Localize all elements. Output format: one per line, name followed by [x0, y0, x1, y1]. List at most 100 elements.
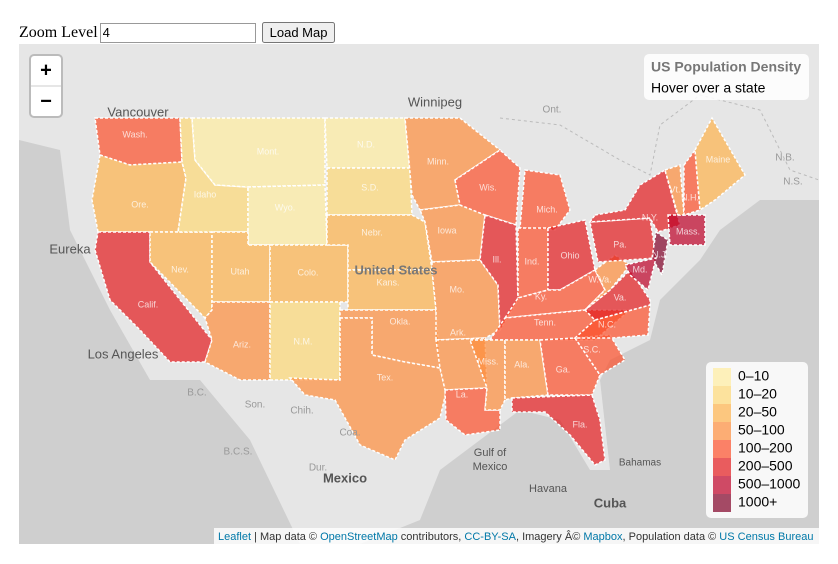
- state[interactable]: [444, 387, 501, 436]
- state[interactable]: [547, 219, 596, 291]
- place-label: Mexico: [473, 461, 508, 473]
- attribution-background: [214, 528, 819, 544]
- state-label: Minn.: [427, 156, 449, 166]
- state-label: Mass.: [676, 226, 700, 236]
- info-box: US Population Density Hover over a state: [644, 54, 809, 100]
- state[interactable]: [667, 214, 706, 246]
- state[interactable]: [247, 184, 328, 246]
- state-label: Ga.: [556, 364, 571, 374]
- legend-label: 50–100: [738, 422, 785, 438]
- state-label: N.H.: [681, 192, 699, 202]
- load-map-button[interactable]: Load Map: [261, 22, 336, 43]
- place-label: Cuba: [594, 495, 627, 510]
- state[interactable]: [454, 149, 521, 227]
- zoom-control: + −: [29, 54, 63, 118]
- place-label: Winnipeg: [408, 94, 462, 109]
- state-label: Mont.: [257, 146, 280, 156]
- state[interactable]: [503, 268, 606, 319]
- state[interactable]: [347, 269, 437, 311]
- state-label: Utah: [230, 266, 249, 276]
- state[interactable]: [651, 230, 669, 278]
- legend-swatch: [713, 368, 731, 386]
- attribution-link[interactable]: Leaflet: [218, 531, 251, 543]
- state-label: W.Va.: [588, 274, 611, 284]
- attribution-link[interactable]: OpenStreetMap: [320, 531, 398, 543]
- state[interactable]: [204, 301, 271, 381]
- state-label: Vt.: [669, 184, 680, 194]
- place-label: Los Angeles: [88, 346, 159, 361]
- attribution-link[interactable]: CC-BY-SA: [464, 531, 516, 543]
- legend-label: 500–1000: [738, 476, 801, 492]
- state[interactable]: [694, 116, 746, 212]
- state-label: N.C.: [598, 319, 616, 329]
- state[interactable]: [539, 337, 601, 396]
- state-label: Pa.: [613, 239, 627, 249]
- info-hint: Hover over a state: [651, 80, 766, 96]
- state[interactable]: [504, 339, 549, 401]
- legend: 0–10 10–20 20–50 50–100 100–200 200–500 500–10…: [706, 362, 808, 518]
- place-label: Vancouver: [107, 104, 169, 119]
- legend-swatch: [713, 458, 731, 476]
- state[interactable]: [404, 117, 502, 211]
- state[interactable]: [623, 257, 658, 292]
- state-label: Ore.: [131, 199, 149, 209]
- attribution-text: , Imagery Â©: [516, 530, 583, 543]
- attribution-link[interactable]: US Census Bureau: [719, 531, 813, 543]
- state-label: Md.: [632, 264, 647, 274]
- place-label: Dur.: [309, 463, 327, 474]
- attribution-text: , Population data ©: [623, 531, 720, 543]
- state-label: Calif.: [138, 299, 159, 309]
- state-label: Tex.: [377, 372, 394, 382]
- legend-label: 1000+: [738, 494, 777, 510]
- zoom-label: Zoom Level: [19, 23, 98, 41]
- attribution-text: contributors,: [398, 531, 465, 543]
- state-label: Ill.: [493, 254, 502, 264]
- state-label: Ariz.: [233, 339, 251, 349]
- state[interactable]: [683, 147, 701, 217]
- state-label: Nebr.: [361, 227, 383, 237]
- place-label: B.C.: [187, 388, 206, 399]
- state-label: Mich.: [536, 204, 558, 214]
- state-label: Miss.: [478, 356, 499, 366]
- state-label: Ohio: [560, 250, 579, 260]
- attribution-text: | Map data ©: [251, 531, 320, 543]
- place-label: Coa.: [339, 428, 360, 439]
- state[interactable]: [91, 154, 187, 233]
- state[interactable]: [288, 317, 447, 461]
- state-label: N.J.: [652, 249, 668, 259]
- state-label: Wis.: [479, 182, 497, 192]
- place-label: Son.: [245, 400, 266, 411]
- state-label: N.Y.: [642, 212, 658, 222]
- legend-swatch: [713, 404, 731, 422]
- attribution: Leaflet | Map data © OpenStreetMap contr…: [214, 528, 819, 544]
- states: Wash. Ore. Calif. Nev. Idaho Mont. Wyo. Utah Col…: [91, 116, 746, 466]
- state-label: Iowa: [437, 225, 456, 235]
- state-label: Maine: [706, 154, 731, 164]
- place-label: Gulf of: [474, 447, 507, 459]
- legend-swatch: [713, 476, 731, 494]
- place-label: N.B.: [775, 153, 794, 164]
- state-label: Ky.: [535, 291, 547, 301]
- state-label: Ala.: [514, 359, 530, 369]
- legend-label: 100–200: [738, 440, 793, 456]
- state[interactable]: [573, 334, 627, 377]
- legend-swatch: [713, 422, 731, 440]
- place-label: United States: [354, 262, 437, 277]
- zoom-out[interactable]: −: [40, 90, 52, 112]
- legend-label: 0–10: [738, 368, 769, 384]
- state-label: N.M.: [294, 336, 313, 346]
- state-label: Ind.: [524, 256, 539, 266]
- attribution-text: Leaflet | Map data © OpenStreetMap contr…: [218, 530, 813, 543]
- legend-swatch: [713, 386, 731, 404]
- zoom-input[interactable]: [99, 22, 256, 43]
- zoom-in[interactable]: +: [40, 59, 52, 81]
- attribution-link[interactable]: Mapbox: [583, 531, 623, 543]
- zoom-form: Zoom Level Load Map: [19, 22, 336, 43]
- state[interactable]: [519, 169, 571, 231]
- state[interactable]: [511, 394, 606, 466]
- place-label: N.S.: [783, 177, 802, 188]
- state-label: Idaho: [194, 189, 217, 199]
- info-title: US Population Density: [651, 59, 801, 75]
- state-label: Kans.: [376, 277, 399, 287]
